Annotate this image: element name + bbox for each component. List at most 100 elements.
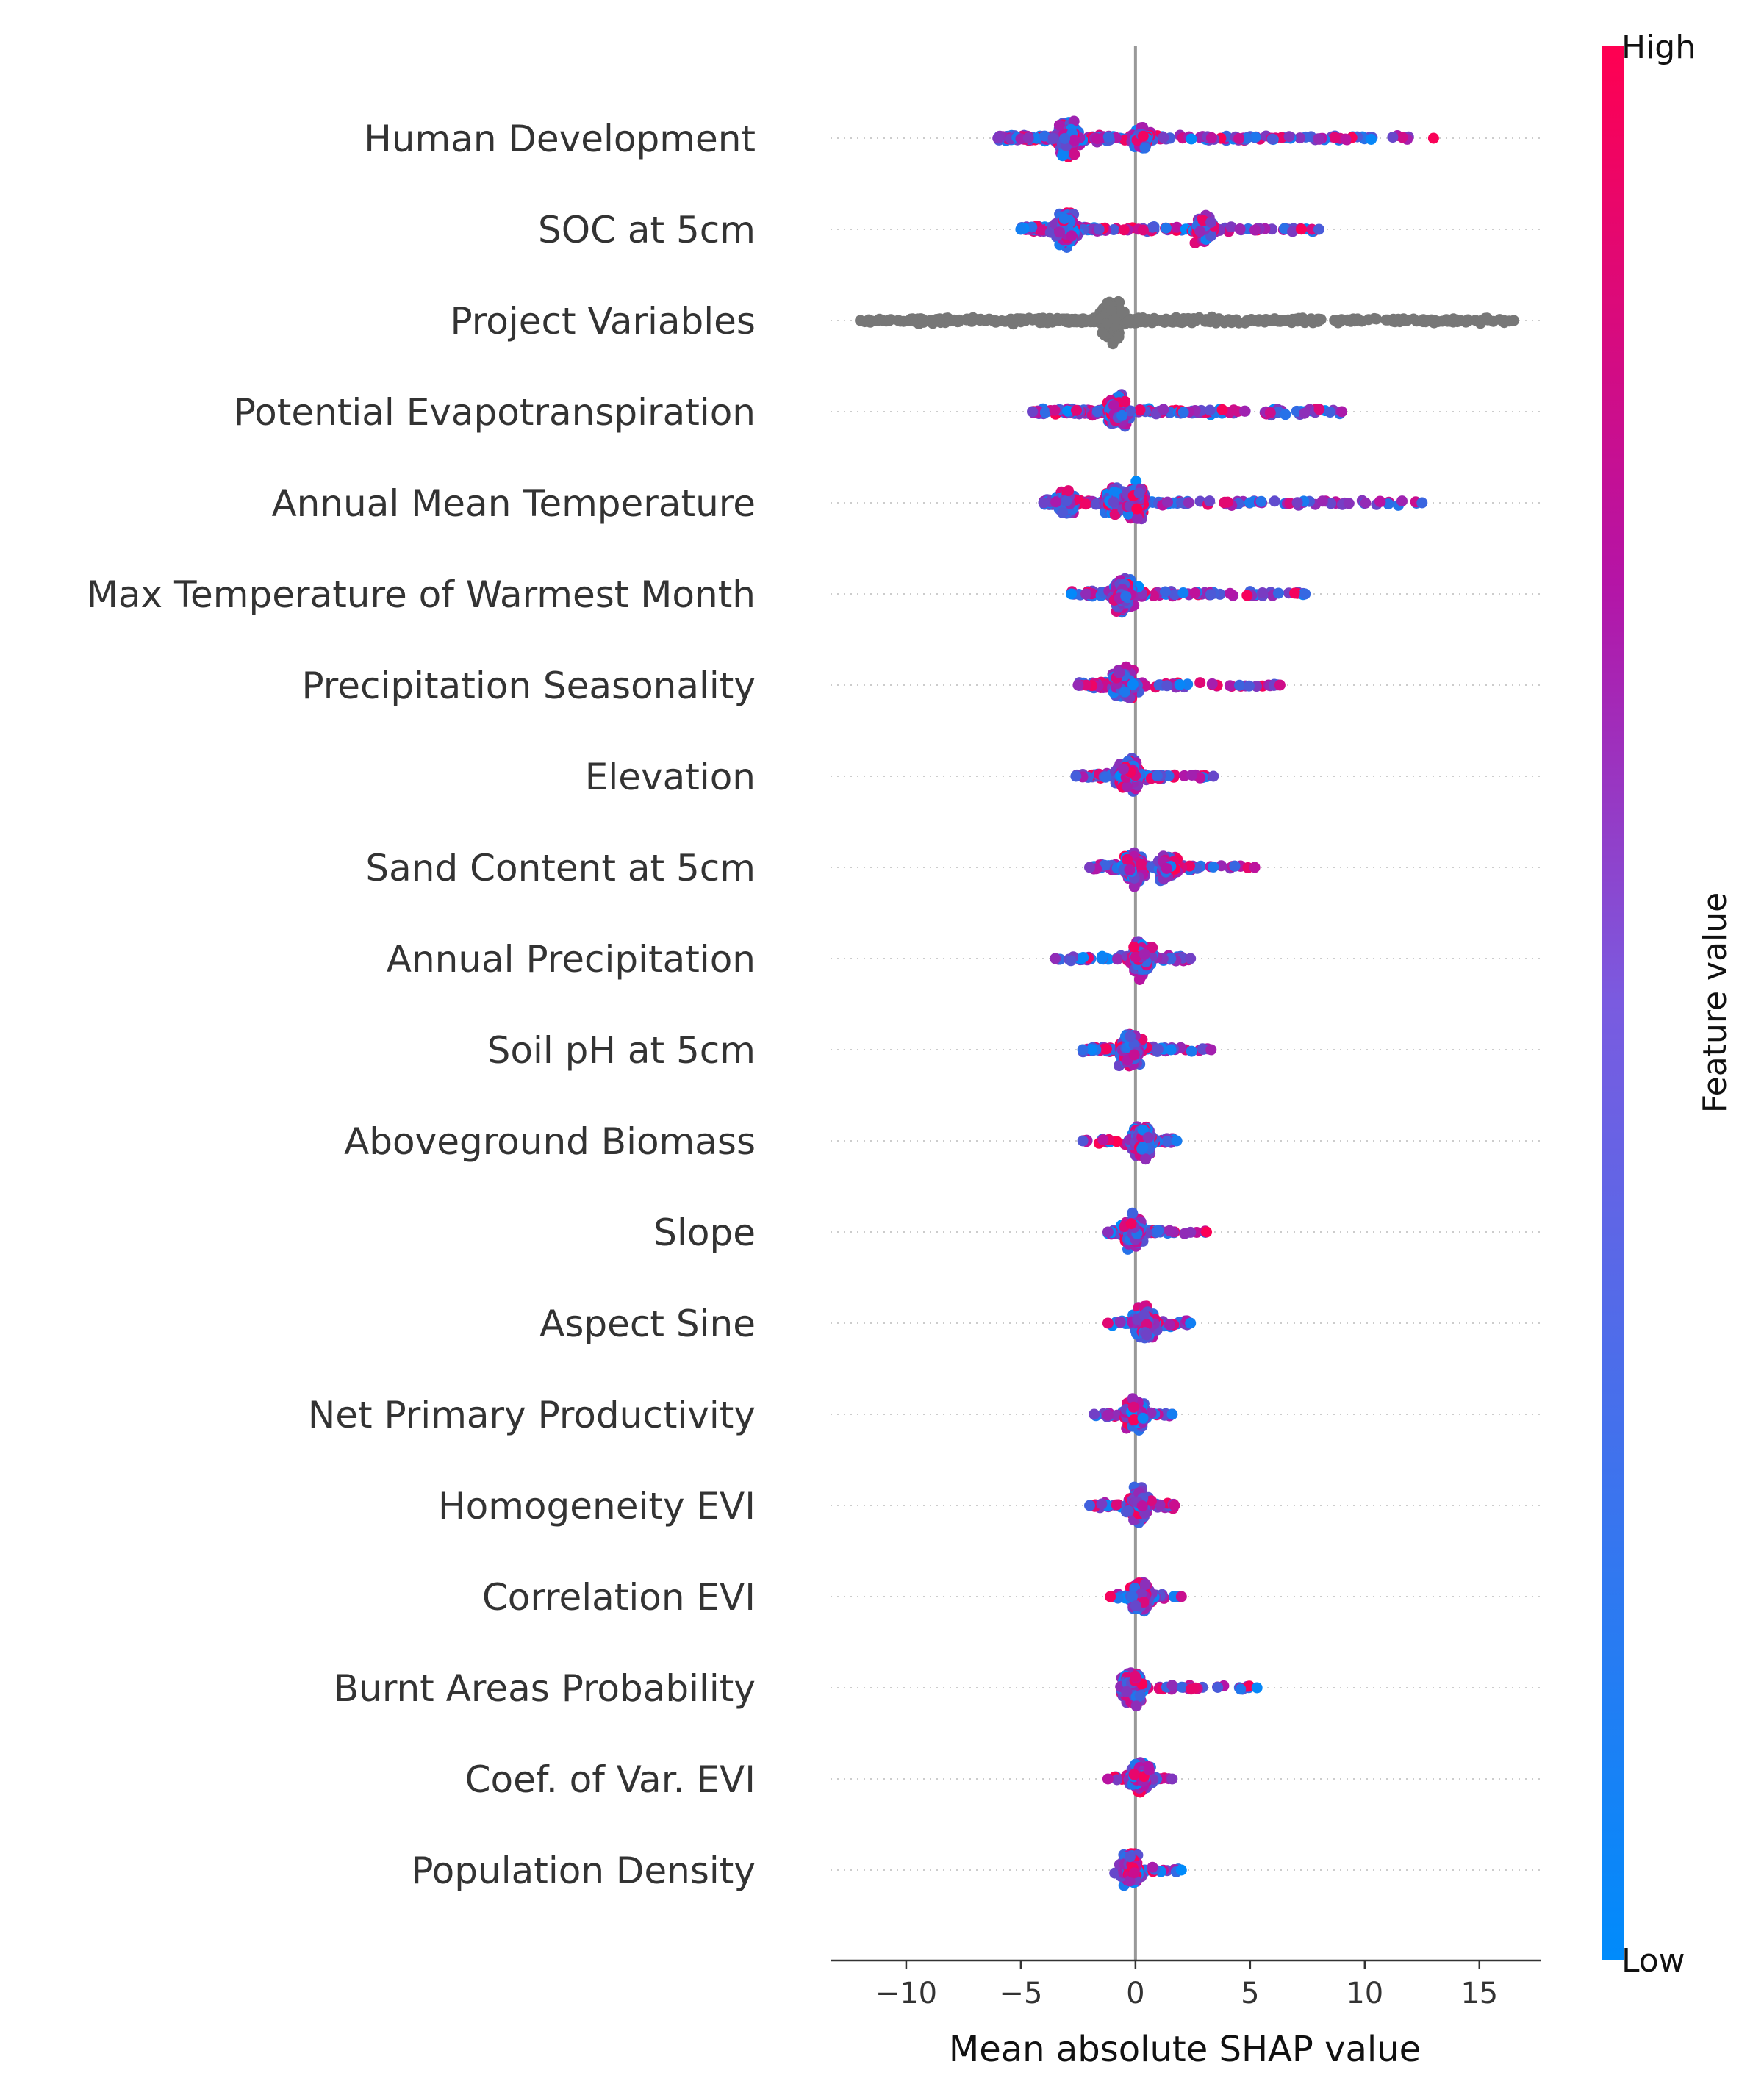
shap-point: [1165, 953, 1177, 964]
shap-point: [1134, 974, 1145, 985]
feature-points: [1027, 389, 1348, 432]
shap-point: [1122, 315, 1134, 326]
shap-point: [1273, 587, 1284, 599]
shap-point: [1205, 1044, 1217, 1056]
shap-point: [1161, 1136, 1173, 1147]
shap-point: [1186, 1045, 1197, 1057]
shap-point: [1091, 406, 1103, 418]
shap-point: [1091, 133, 1103, 145]
shap-point: [1408, 313, 1419, 325]
shap-point: [1186, 133, 1197, 145]
shap-point: [1119, 395, 1131, 407]
grid-lines: [831, 137, 1541, 1871]
shap-point: [1343, 498, 1355, 509]
shap-point: [1077, 1135, 1089, 1147]
shap-point: [1336, 406, 1348, 418]
shap-point: [1116, 409, 1128, 421]
shap-point: [1053, 119, 1065, 131]
shap-point: [1147, 221, 1158, 233]
shap-point: [1216, 404, 1228, 415]
shap-point: [1128, 1049, 1140, 1061]
shap-point: [1057, 506, 1069, 518]
shap-point: [1163, 315, 1175, 326]
shap-point: [1329, 132, 1341, 143]
shap-point: [1072, 679, 1084, 691]
shap-point: [1039, 130, 1050, 142]
shap-point: [1183, 497, 1194, 509]
shap-point: [1137, 224, 1149, 236]
shap-point: [1164, 1319, 1175, 1331]
shap-point: [1233, 132, 1245, 144]
shap-point: [1161, 863, 1172, 874]
shap-point: [1133, 487, 1145, 499]
shap-point: [1238, 405, 1250, 417]
shap-point: [1148, 590, 1159, 601]
shap-point: [1396, 495, 1408, 507]
shap-point: [948, 314, 960, 326]
shap-point: [1356, 315, 1368, 327]
shap-point: [1070, 770, 1082, 782]
shap-point: [1128, 881, 1140, 892]
shap-point: [1174, 678, 1186, 690]
shap-point: [1325, 498, 1337, 509]
feature-points: [1038, 476, 1428, 525]
shap-point: [1093, 223, 1105, 235]
shap-point: [1108, 496, 1119, 508]
shap-point: [1125, 405, 1136, 417]
shap-point: [1482, 314, 1494, 326]
shap-point: [1114, 1317, 1126, 1328]
shap-point: [1205, 589, 1216, 601]
shap-point: [1125, 1031, 1136, 1042]
shap-point: [1360, 497, 1372, 509]
shap-point: [1299, 588, 1311, 600]
shap-point: [1022, 132, 1034, 143]
shap-point: [1071, 404, 1082, 416]
shap-point: [1164, 1225, 1175, 1236]
shap-point: [1152, 1225, 1164, 1236]
shap-point: [1125, 1218, 1137, 1230]
shap-point: [1387, 132, 1399, 143]
shap-point: [1296, 223, 1307, 235]
shap-point: [1291, 497, 1303, 509]
shap-point: [1039, 407, 1051, 418]
shap-point: [1177, 587, 1189, 598]
shap-point: [1201, 1226, 1213, 1238]
feature-points: [1102, 1300, 1197, 1344]
shap-point: [1112, 953, 1123, 965]
shap-point: [1066, 588, 1077, 600]
shap-point: [1374, 495, 1385, 507]
shap-point: [1134, 404, 1146, 416]
feature-points: [1070, 753, 1219, 797]
shap-point: [1015, 223, 1027, 235]
shap-point: [1430, 315, 1441, 326]
shap-point: [1127, 678, 1139, 690]
shap-point: [1069, 148, 1080, 160]
shap-point: [1244, 680, 1255, 692]
shap-point: [1171, 221, 1183, 233]
shap-point: [1416, 497, 1428, 509]
shap-point: [1128, 941, 1140, 953]
shap-point: [1127, 1207, 1139, 1219]
shap-point: [1313, 404, 1325, 415]
shap-point: [1036, 315, 1047, 327]
feature-points: [1084, 847, 1261, 892]
shap-point: [1058, 213, 1070, 224]
shap-point: [983, 313, 995, 325]
shap-point: [1049, 404, 1061, 416]
shap-point: [1194, 677, 1206, 689]
shap-point: [1189, 587, 1201, 599]
shap-point: [1118, 763, 1129, 775]
shap-point: [1096, 953, 1108, 964]
shap-point: [1065, 955, 1077, 967]
shap-point: [1131, 503, 1143, 515]
shap-point: [1396, 132, 1408, 143]
shap-point: [1122, 781, 1133, 792]
shap-point: [1120, 590, 1132, 602]
shap-point: [1080, 679, 1092, 691]
shap-point: [1160, 222, 1172, 234]
shap-point: [1280, 409, 1291, 420]
shap-point: [1131, 512, 1143, 524]
shap-point: [992, 132, 1004, 144]
shap-point: [1102, 1226, 1114, 1238]
shap-point: [1366, 134, 1377, 145]
